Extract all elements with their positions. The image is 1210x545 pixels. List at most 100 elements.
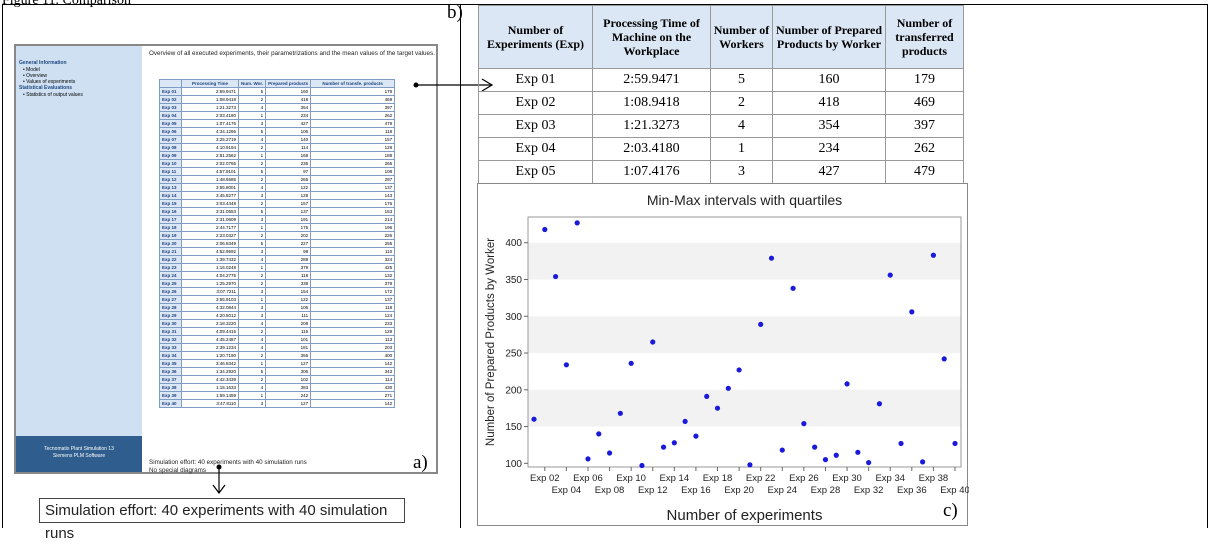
data-point: [660, 444, 667, 450]
sidebar-item-label: Statistics of output values: [26, 92, 83, 98]
summary-table-cell: 234: [772, 137, 886, 161]
sidebar-item-label: Overview: [26, 73, 47, 79]
x-tick-label: Exp 28: [811, 485, 841, 496]
data-point: [596, 431, 602, 437]
summary-table-cell: 354: [772, 114, 886, 138]
y-tick-label: 150: [505, 422, 522, 433]
data-point: [639, 462, 645, 469]
table-row: Exp 06 4:34.1266 5 106 118: [159, 127, 396, 136]
summary-table-row: Exp 03 1:21.3273 4 354 397: [478, 114, 964, 138]
scatter-chart-svg: Min-Max intervals with quartiles 100 150 20…: [485, 192, 970, 524]
summary-table-cell: 2:59.9471: [592, 68, 711, 92]
x-tick-label: Exp 12: [638, 485, 668, 496]
x-axis-label: Number of experiments: [667, 507, 823, 524]
label-b: b): [447, 2, 463, 23]
x-tick-label: Exp 04: [552, 485, 582, 496]
experiments-table-header: Processing Time Num. Wor. Prepared produ…: [159, 79, 396, 88]
y-tick-label: 300: [505, 312, 522, 323]
frame-middle-line: [460, 4, 461, 528]
data-point: [531, 416, 537, 422]
x-tick-label: Exp 10: [616, 473, 646, 484]
grid-band: [528, 316, 961, 354]
sidebar-item[interactable]: • Model: [16, 67, 142, 73]
summary-table-cell: Exp 02: [478, 91, 593, 115]
sidebar-footer: Tecnomatix Plant Simulation 13 Siemens P…: [16, 436, 142, 472]
data-point: [682, 418, 688, 425]
summary-table-cell: Exp 04: [478, 137, 593, 161]
x-tick-label: Exp 36: [897, 485, 927, 496]
sidebar-item-label: Model: [26, 67, 40, 73]
data-point: [920, 459, 926, 465]
scatter-chart: Min-Max intervals with quartiles 100 150 20…: [477, 183, 970, 526]
simulation-effort-callout: Simulation effort: 40 experiments with 4…: [39, 498, 405, 542]
data-point: [855, 449, 861, 455]
effort-text: Simulation effort: 40 experiments with 4…: [149, 459, 307, 475]
table-row: Exp 18 2:44.7177 1 175 196: [159, 223, 396, 232]
special-line: No special diagrams: [149, 467, 207, 474]
data-point: [650, 339, 656, 345]
x-tick-label: Exp 26: [789, 473, 819, 484]
x-tick-label: Exp 40: [940, 485, 969, 496]
data-point: [844, 381, 850, 387]
summary-table-cell: Exp 01: [478, 68, 593, 92]
data-point: [714, 405, 721, 411]
summary-table-cell: 1:08.9418: [592, 91, 711, 115]
data-point: [952, 440, 958, 447]
y-tick-label: 100: [505, 459, 522, 470]
summary-table-cell: Exp 03: [478, 114, 593, 138]
table-cell: 142: [310, 399, 396, 408]
data-point: [822, 457, 829, 463]
sidebar-item[interactable]: • Values of experiments: [16, 79, 142, 85]
header-cell: Number of Workers: [710, 5, 773, 69]
data-point: [552, 273, 559, 280]
summary-table-cell: Exp 05: [478, 160, 593, 184]
summary-table-cell: 427: [772, 160, 886, 184]
bullet-icon: •: [23, 67, 27, 73]
x-tick-label: Exp 18: [703, 473, 733, 484]
x-tick-label: Exp 08: [595, 485, 625, 496]
x-tick-label: Exp 38: [919, 473, 949, 484]
chart-title: Min-Max intervals with quartiles: [647, 192, 842, 208]
sidebar-item[interactable]: • Statistics of output values: [16, 92, 142, 98]
summary-table-cell: 5: [710, 68, 773, 92]
sidebar-section-title[interactable]: General Information: [19, 60, 67, 66]
sidebar-item-label: Values of experiments: [26, 79, 76, 85]
sidebar-footer-line: Tecnomatix Plant Simulation 13: [44, 446, 114, 452]
summary-table-row: Exp 02 1:08.9418 2 418 469: [478, 91, 964, 115]
report-window: General Information • Model • Overview • Va…: [14, 44, 438, 474]
x-tick-label: Exp 02: [530, 473, 560, 484]
data-point: [768, 255, 775, 261]
header-cell: Number of Experiments (Exp): [478, 5, 593, 69]
data-point: [736, 367, 742, 373]
data-point: [812, 444, 818, 450]
summary-table-cell: 1:21.3273: [592, 114, 711, 138]
overview-text: Overview of all executed experiments, th…: [149, 50, 435, 57]
data-point: [898, 440, 904, 447]
sidebar-nav: General Information • Model • Overview • Va…: [16, 46, 142, 98]
grid-band: [528, 389, 961, 427]
y-tick-label: 250: [505, 349, 522, 360]
data-point: [574, 220, 580, 226]
summary-table-cell: 262: [885, 137, 964, 161]
sidebar-section-title[interactable]: Statistical Evaluations: [19, 85, 73, 91]
frame-left-line: [2, 4, 3, 528]
header-cell: Number of transferred products: [885, 5, 964, 69]
data-point: [790, 285, 796, 291]
summary-table-header: Number of Experiments (Exp) Processing T…: [478, 5, 964, 69]
data-point: [542, 226, 548, 233]
data-point: [704, 393, 710, 400]
header-cell: Processing Time of Machine on the Workpl…: [592, 5, 711, 69]
summary-table-cell: 1:07.4176: [592, 160, 711, 184]
data-point: [833, 452, 839, 458]
table-cell: 127: [265, 399, 312, 408]
data-point: [779, 447, 785, 453]
bullet-icon: •: [23, 79, 27, 85]
data-point: [758, 321, 764, 327]
summary-table-cell: 4: [710, 114, 773, 138]
summary-table-row: Exp 04 2:03.4180 1 234 262: [478, 137, 964, 161]
experiments-summary-table: Number of Experiments (Exp) Processing T…: [478, 5, 964, 184]
sidebar-item[interactable]: • Overview: [16, 73, 142, 79]
plot-area: [527, 216, 962, 468]
data-point: [866, 459, 872, 466]
table-cell: 3: [237, 399, 267, 408]
